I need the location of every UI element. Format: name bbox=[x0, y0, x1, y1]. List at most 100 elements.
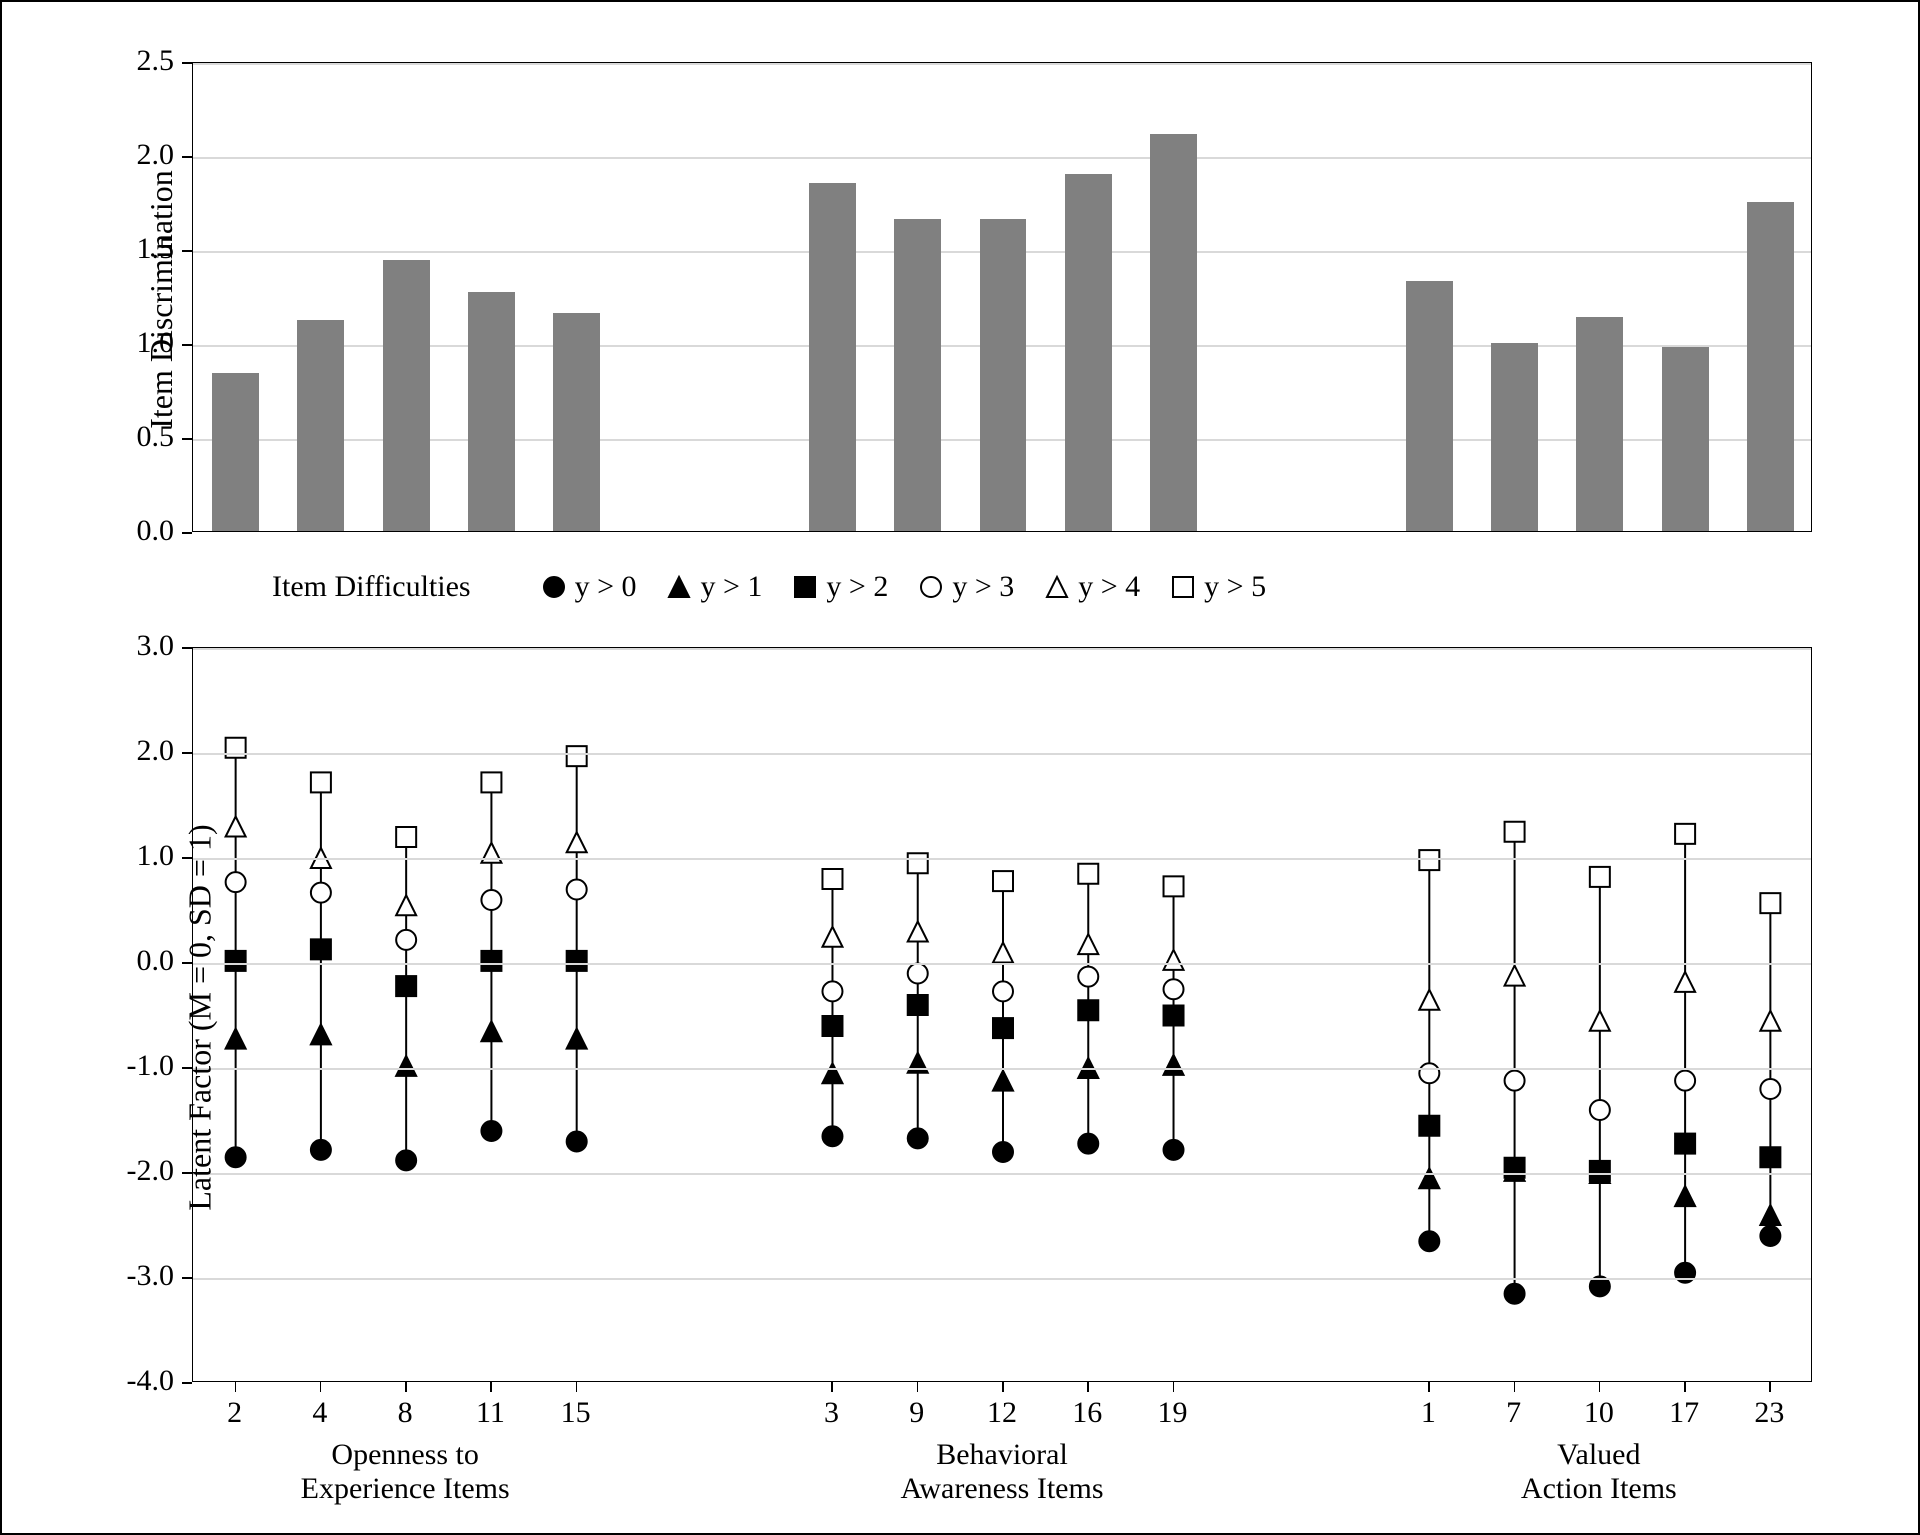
xtick-label: 12 bbox=[982, 1396, 1022, 1430]
legend-item: y > 5 bbox=[1172, 570, 1266, 604]
marker bbox=[993, 981, 1013, 1001]
marker bbox=[993, 871, 1013, 891]
marker bbox=[1760, 1079, 1780, 1099]
marker bbox=[226, 872, 246, 892]
bar bbox=[809, 183, 856, 531]
x-group-label: Openness toExperience Items bbox=[225, 1438, 585, 1506]
marker bbox=[1590, 1100, 1610, 1120]
top-ytick-label: 2.0 bbox=[137, 138, 175, 172]
legend-item: y > 3 bbox=[920, 570, 1014, 604]
marker bbox=[822, 1126, 842, 1146]
marker bbox=[1419, 990, 1439, 1010]
bottom-ytick-label: 1.0 bbox=[137, 839, 175, 873]
marker bbox=[226, 951, 246, 971]
bottom-ytick-label: 0.0 bbox=[137, 944, 175, 978]
marker bbox=[1505, 1158, 1525, 1178]
top-y-axis-label-text: Item Discrimination bbox=[143, 170, 179, 429]
marker bbox=[481, 843, 501, 863]
bar bbox=[980, 219, 1027, 531]
marker bbox=[993, 1018, 1013, 1038]
gridline bbox=[193, 1068, 1811, 1070]
marker bbox=[1419, 1168, 1439, 1188]
marker bbox=[1078, 934, 1098, 954]
bar bbox=[212, 373, 259, 531]
marker bbox=[1419, 1063, 1439, 1083]
marker bbox=[908, 853, 928, 873]
marker bbox=[311, 883, 331, 903]
bar bbox=[1576, 317, 1623, 531]
marker bbox=[396, 1056, 416, 1076]
marker bbox=[1419, 1231, 1439, 1251]
gridline bbox=[193, 1278, 1811, 1280]
marker bbox=[1078, 1134, 1098, 1154]
marker bbox=[567, 1029, 587, 1049]
legend: Item Difficultiesy > 0y > 1y > 2y > 3y >… bbox=[272, 570, 1812, 604]
legend-item: y > 0 bbox=[543, 570, 637, 604]
marker bbox=[1760, 1226, 1780, 1246]
top-plot-area bbox=[192, 62, 1812, 532]
marker bbox=[1675, 972, 1695, 992]
marker bbox=[1675, 824, 1695, 844]
gridline bbox=[193, 63, 1811, 65]
top-ytick-label: 1.5 bbox=[137, 232, 175, 266]
x-group-label: ValuedAction Items bbox=[1419, 1438, 1779, 1506]
marker bbox=[567, 951, 587, 971]
xtick-label: 1 bbox=[1408, 1396, 1448, 1430]
marker bbox=[822, 981, 842, 1001]
marker bbox=[993, 943, 1013, 963]
xtick-label: 23 bbox=[1749, 1396, 1789, 1430]
marker bbox=[1505, 822, 1525, 842]
marker bbox=[1590, 867, 1610, 887]
marker bbox=[1164, 1140, 1184, 1160]
top-y-axis-label: Item Discrimination bbox=[143, 170, 180, 429]
marker bbox=[311, 772, 331, 792]
marker bbox=[1164, 950, 1184, 970]
gridline bbox=[193, 753, 1811, 755]
bar bbox=[1747, 202, 1794, 531]
xtick-label: 17 bbox=[1664, 1396, 1704, 1430]
marker bbox=[311, 1024, 331, 1044]
bottom-ytick-label: 3.0 bbox=[137, 629, 175, 663]
marker bbox=[1505, 966, 1525, 986]
marker bbox=[1164, 979, 1184, 999]
marker bbox=[567, 880, 587, 900]
marker bbox=[1760, 1147, 1780, 1167]
bar bbox=[553, 313, 600, 531]
marker bbox=[1760, 1205, 1780, 1225]
marker bbox=[481, 951, 501, 971]
gridline bbox=[193, 1173, 1811, 1175]
marker bbox=[993, 1071, 1013, 1091]
marker bbox=[311, 1140, 331, 1160]
xtick-label: 3 bbox=[811, 1396, 851, 1430]
x-group-label: BehavioralAwareness Items bbox=[822, 1438, 1182, 1506]
xtick-label: 8 bbox=[385, 1396, 425, 1430]
marker bbox=[908, 995, 928, 1015]
marker bbox=[1505, 1284, 1525, 1304]
xtick-label: 10 bbox=[1579, 1396, 1619, 1430]
marker bbox=[481, 1121, 501, 1141]
bottom-y-axis-label: Latent Factor (M = 0, SD = 1) bbox=[182, 824, 219, 1210]
marker bbox=[1164, 1006, 1184, 1026]
xtick-label: 7 bbox=[1494, 1396, 1534, 1430]
marker bbox=[567, 832, 587, 852]
marker bbox=[226, 817, 246, 837]
xtick-label: 4 bbox=[300, 1396, 340, 1430]
marker bbox=[1590, 1161, 1610, 1181]
xtick-label: 15 bbox=[556, 1396, 596, 1430]
bar bbox=[1065, 174, 1112, 531]
marker bbox=[396, 1150, 416, 1170]
legend-title: Item Difficulties bbox=[272, 570, 471, 604]
bottom-ytick-label: -3.0 bbox=[127, 1259, 175, 1293]
marker bbox=[908, 1128, 928, 1148]
marker bbox=[1505, 1071, 1525, 1091]
xtick-label: 9 bbox=[897, 1396, 937, 1430]
marker bbox=[481, 772, 501, 792]
bottom-ytick-label: 2.0 bbox=[137, 734, 175, 768]
marker bbox=[1675, 1071, 1695, 1091]
bottom-ytick-label: -4.0 bbox=[127, 1364, 175, 1398]
bottom-ytick-label: -1.0 bbox=[127, 1049, 175, 1083]
marker bbox=[396, 827, 416, 847]
marker bbox=[993, 1142, 1013, 1162]
bar bbox=[383, 260, 430, 531]
top-ytick-label: 1.0 bbox=[137, 326, 175, 360]
